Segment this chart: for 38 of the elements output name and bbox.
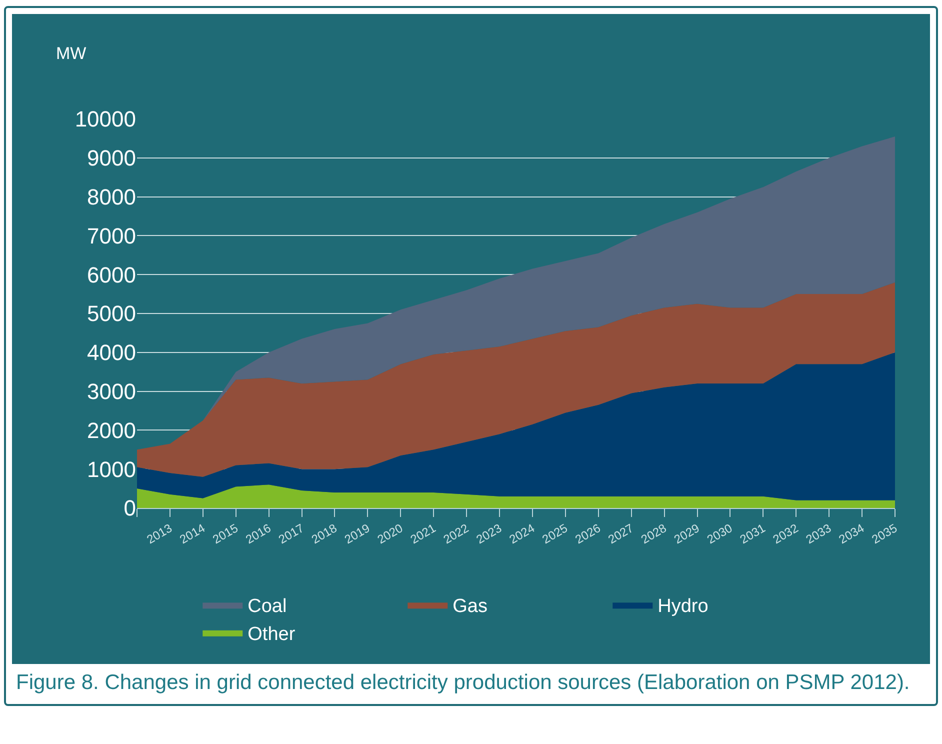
y-tick-label: 4000 — [87, 340, 136, 366]
x-tick-label: 2025 — [540, 520, 570, 547]
x-tick-label: 2035 — [869, 520, 900, 547]
x-tick-label: 2022 — [440, 520, 472, 547]
x-tick-label: 2021 — [408, 520, 438, 547]
x-tick-label: 2029 — [672, 520, 702, 547]
y-tick-label: 9000 — [87, 146, 136, 171]
x-tick-label: 2016 — [243, 520, 274, 547]
x-tick-label: 2030 — [704, 520, 735, 547]
y-axis-title: MW — [56, 44, 86, 63]
y-tick-label: 2000 — [87, 418, 136, 443]
y-tick-label: 1000 — [87, 456, 136, 482]
y-tick-label: 8000 — [87, 184, 136, 210]
legend-label: Hydro — [658, 596, 708, 618]
legend-label: Coal — [248, 596, 287, 618]
x-tick-label: 2033 — [803, 520, 834, 547]
x-tick-label: 2013 — [144, 520, 175, 547]
x-tick-label: 2032 — [770, 520, 801, 547]
y-tick-label: 10000 — [74, 106, 136, 132]
x-tick-label: 2024 — [506, 520, 538, 547]
x-tick-label: 2034 — [836, 520, 867, 547]
y-tick-label: 7000 — [87, 223, 136, 248]
x-tick-label: 2028 — [638, 520, 670, 547]
y-tick-label: 6000 — [87, 262, 136, 288]
x-tick-label: 2031 — [738, 520, 768, 547]
y-tick-label: 0 — [124, 496, 136, 521]
x-tick-label: 2014 — [177, 520, 208, 547]
x-tick-label: 2023 — [474, 520, 504, 547]
x-tick-label: 2026 — [572, 520, 604, 547]
legend-label: Gas — [452, 596, 488, 618]
y-tick-label: 5000 — [87, 301, 136, 326]
caption: Figure 8. Changes in grid connected electricity production sources (Elaboration on PSMP 2012). — [16, 670, 911, 696]
y-tick-label: 3000 — [87, 379, 136, 404]
x-tick-label: 2018 — [309, 520, 340, 547]
x-tick-label: 2015 — [210, 520, 241, 547]
x-tick-label: 2019 — [342, 520, 372, 547]
legend-label: Other — [248, 624, 296, 645]
x-tick-label: 2020 — [375, 520, 406, 547]
